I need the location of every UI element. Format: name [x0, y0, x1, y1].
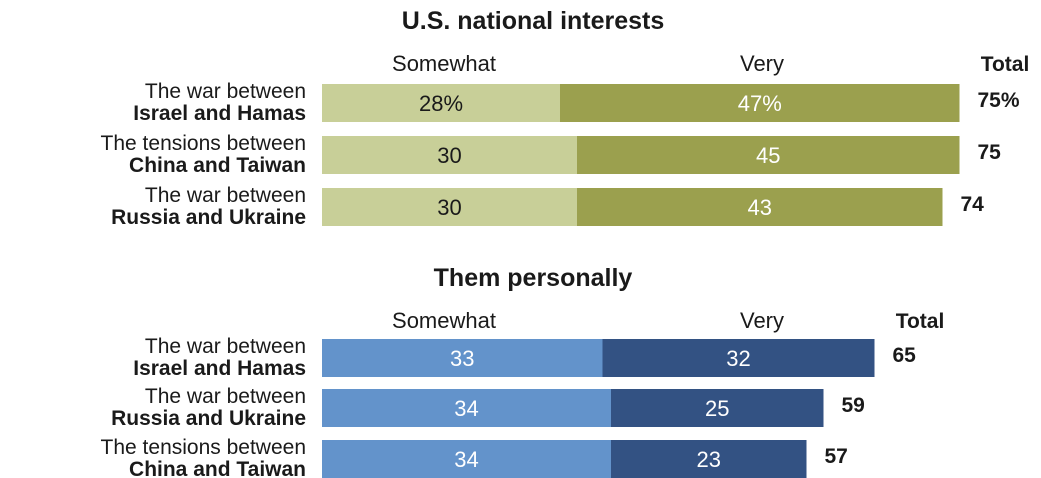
category-label-line2: Russia and Ukraine: [111, 206, 306, 229]
bar-very: [577, 136, 960, 174]
data-label-total: 75: [978, 141, 1002, 164]
category-label-line2: China and Taiwan: [129, 458, 306, 478]
data-label-total: 75%: [978, 89, 1020, 112]
data-label-very: 25: [705, 396, 729, 421]
bar-very: [560, 84, 960, 122]
category-label-line1: The war between: [145, 80, 306, 103]
data-label-somewhat: 28%: [419, 91, 463, 116]
chart-title: Them personally: [434, 264, 633, 292]
data-label-somewhat: 30: [437, 195, 461, 220]
data-label-total: 74: [961, 193, 985, 216]
bar-somewhat: [322, 339, 603, 377]
category-label-line1: The tensions between: [101, 436, 306, 459]
category-label-line1: The war between: [145, 335, 306, 358]
data-label-very: 45: [756, 143, 780, 168]
data-label-somewhat: 33: [450, 346, 474, 371]
bar-somewhat: [322, 389, 611, 427]
data-label-somewhat: 34: [454, 396, 478, 421]
category-label-line1: The war between: [145, 184, 306, 207]
bar-somewhat: [322, 440, 611, 478]
bar-somewhat: [322, 136, 577, 174]
bar-very: [577, 188, 943, 226]
data-label-very: 23: [697, 447, 721, 472]
category-label-line2: Israel and Hamas: [133, 102, 306, 125]
column-header-total: Total: [981, 53, 1030, 76]
data-label-very: 32: [726, 346, 750, 371]
column-header-total: Total: [896, 310, 945, 333]
data-label-very: 43: [748, 195, 772, 220]
data-label-total: 65: [893, 344, 917, 367]
bar-somewhat: [322, 188, 577, 226]
category-label-line1: The war between: [145, 385, 306, 408]
column-header-very: Very: [740, 308, 784, 333]
category-label-line2: China and Taiwan: [129, 154, 306, 177]
chart-title: U.S. national interests: [402, 7, 665, 35]
column-header-very: Very: [740, 51, 784, 76]
data-label-somewhat: 30: [437, 143, 461, 168]
bar-very: [611, 440, 807, 478]
column-header-somewhat: Somewhat: [392, 51, 496, 76]
bar-very: [611, 389, 824, 427]
bar-somewhat: [322, 84, 560, 122]
category-label-line1: The tensions between: [101, 132, 306, 155]
bar-very: [602, 339, 875, 377]
column-header-somewhat: Somewhat: [392, 308, 496, 333]
data-label-total: 57: [825, 445, 848, 468]
data-label-very: 47%: [738, 91, 782, 116]
category-label-line2: Israel and Hamas: [133, 357, 306, 380]
category-label-line2: Russia and Ukraine: [111, 407, 306, 430]
data-label-total: 59: [842, 394, 865, 417]
data-label-somewhat: 34: [454, 447, 478, 472]
